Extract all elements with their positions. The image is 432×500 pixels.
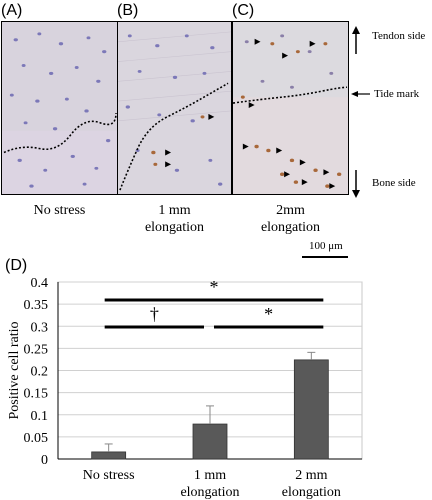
y-tick-label: 0.35	[24, 298, 49, 313]
micrograph-2mm-elongation	[232, 21, 349, 195]
tide-mark-label: Tide mark	[374, 88, 420, 100]
significance-symbol: †	[150, 304, 159, 324]
y-tick-label: 0.15	[24, 387, 49, 402]
x-category-label: elongation	[282, 485, 341, 500]
caption-1mm-elongation: 1 mm elongation	[117, 202, 232, 236]
caption-no-stress-line1: No stress	[33, 203, 86, 218]
bar	[192, 423, 228, 460]
x-category-label: 2 mm	[295, 468, 327, 483]
caption-no-stress: No stress	[1, 202, 118, 219]
y-tick-label: 0.2	[31, 365, 49, 380]
panel-label-b: (B)	[117, 2, 139, 19]
panel-label-d: (D)	[5, 257, 28, 274]
y-tick-label: 0.1	[31, 409, 49, 424]
y-tick-label: 0	[41, 453, 48, 468]
caption-2mm-elongation: 2mm elongation	[232, 202, 349, 236]
caption-1mm-line2: elongation	[144, 220, 205, 235]
scale-bar-label: 100 μm	[309, 240, 343, 252]
y-tick-label: 0.05	[24, 431, 49, 446]
panel-label-c: (C)	[232, 2, 255, 19]
x-category-label: No stress	[83, 468, 135, 483]
y-axis-label: Positive cell ratio	[7, 322, 22, 420]
x-category-label: elongation	[180, 485, 239, 500]
caption-2mm-line2: elongation	[260, 220, 321, 235]
micrograph-no-stress	[1, 21, 118, 195]
bone-side-label: Bone side	[372, 177, 416, 189]
y-tick-label: 0.4	[31, 276, 49, 291]
panel-label-a: (A)	[1, 2, 23, 19]
micrograph-1mm-elongation	[117, 21, 232, 195]
caption-2mm-line1: 2mm	[276, 203, 305, 218]
tendon-side-label: Tendon side	[372, 30, 426, 42]
significance-symbol: *	[264, 304, 273, 324]
significance-symbol: *	[210, 277, 219, 297]
scale-bar	[302, 256, 348, 258]
side-annotation-arrows	[351, 26, 370, 198]
positive-cell-ratio-chart: 0 0.05 0.1 0.15 0.2 0.25 0.3 0.35 0.4 Positive ce…	[7, 276, 363, 500]
bar	[293, 359, 329, 460]
y-tick-label: 0.3	[31, 320, 49, 335]
bar	[91, 451, 127, 460]
x-category-label: 1 mm	[194, 468, 226, 483]
caption-1mm-line1: 1 mm	[158, 203, 191, 218]
y-tick-label: 0.25	[24, 342, 49, 357]
